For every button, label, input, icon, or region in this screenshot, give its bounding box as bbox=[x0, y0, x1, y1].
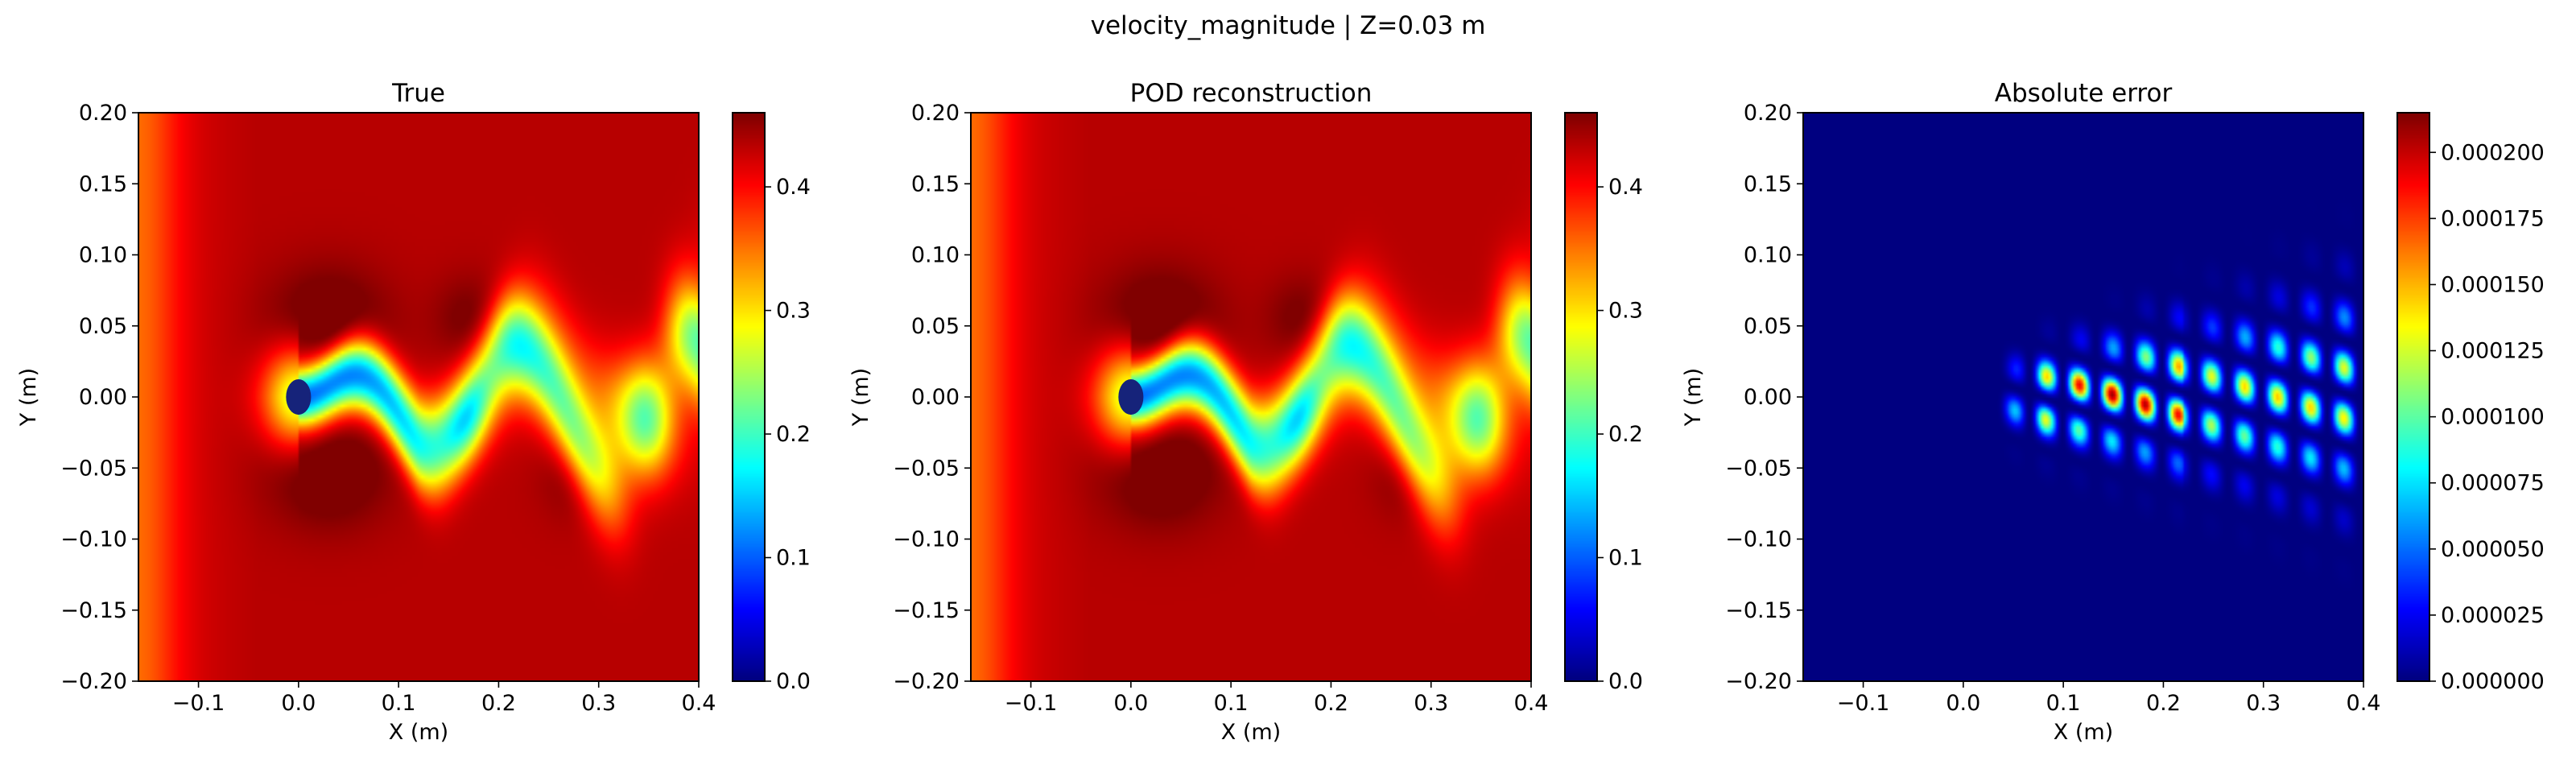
x-tick-label: −0.1 bbox=[1005, 691, 1058, 716]
heatmap-image bbox=[971, 113, 1531, 681]
y-tick-label: 0.05 bbox=[1744, 314, 1792, 339]
colorbar-tick-label: 0.4 bbox=[776, 175, 811, 200]
colorbar-gradient bbox=[733, 113, 765, 681]
y-axis-label: Y (m) bbox=[848, 368, 873, 427]
y-tick-label: −0.10 bbox=[1725, 527, 1792, 552]
colorbar: 0.0 0.1 0.2 0.3 0.4 bbox=[732, 112, 811, 694]
colorbar: 0.000000 0.000025 0.000050 0.000075 0.000100… bbox=[2396, 112, 2545, 694]
panel-1: True −0.1 0.0 0.1 0.2 0.3 0.4 −0.20 −0.15 −0.10 −0… bbox=[16, 79, 811, 745]
x-axis-label: X (m) bbox=[389, 720, 448, 745]
colorbar-gradient bbox=[1565, 113, 1597, 681]
x-tick-label: 0.1 bbox=[382, 691, 416, 716]
y-tick-label: 0.00 bbox=[1744, 385, 1792, 410]
figure-suptitle: velocity_magnitude | Z=0.03 m bbox=[1091, 11, 1486, 40]
y-axis-label: Y (m) bbox=[1681, 368, 1706, 427]
x-tick-label: 0.1 bbox=[2046, 691, 2081, 716]
y-tick-label: 0.00 bbox=[79, 385, 127, 410]
colorbar: 0.0 0.1 0.2 0.3 0.4 bbox=[1564, 112, 1643, 694]
y-tick-label: −0.10 bbox=[60, 527, 127, 552]
x-tick-label: 0.4 bbox=[2347, 691, 2381, 716]
colorbar-tick-label: 0.000000 bbox=[2441, 669, 2545, 694]
y-tick-label: −0.10 bbox=[893, 527, 960, 552]
panel-3: Absolute error −0.1 0.0 0.1 0.2 0.3 0.4 −0.20 −0… bbox=[1681, 79, 2545, 745]
y-tick-label: −0.05 bbox=[1725, 456, 1792, 481]
colorbar-tick-label: 0.3 bbox=[776, 299, 811, 324]
colorbar-tick-label: 0.000125 bbox=[2441, 339, 2545, 364]
y-tick-label: 0.15 bbox=[79, 172, 127, 196]
y-tick-label: 0.10 bbox=[79, 243, 127, 268]
x-tick-label: 0.3 bbox=[581, 691, 616, 716]
panel-title: True bbox=[391, 79, 445, 108]
y-tick-label: 0.20 bbox=[79, 101, 127, 126]
x-axis-label: X (m) bbox=[2054, 720, 2113, 745]
x-tick-label: 0.2 bbox=[2146, 691, 2181, 716]
y-tick-label: −0.15 bbox=[60, 598, 127, 623]
x-tick-label: 0.4 bbox=[1514, 691, 1549, 716]
colorbar-tick-label: 0.2 bbox=[1608, 422, 1643, 447]
panel-2: POD reconstruction −0.1 0.0 0.1 0.2 0.3 0.4 −0.… bbox=[848, 79, 1643, 745]
x-tick-label: 0.3 bbox=[1414, 691, 1448, 716]
cylinder-marker bbox=[1118, 378, 1144, 415]
y-tick-label: 0.20 bbox=[1744, 101, 1792, 126]
y-tick-label: −0.05 bbox=[60, 456, 127, 481]
colorbar-tick-label: 0.4 bbox=[1608, 175, 1643, 200]
colorbar-tick-label: 0.000150 bbox=[2441, 272, 2545, 297]
x-axis-label: X (m) bbox=[1221, 720, 1281, 745]
x-tick-label: 0.2 bbox=[481, 691, 516, 716]
cylinder-marker bbox=[286, 378, 312, 415]
colorbar-tick-label: 0.000200 bbox=[2441, 140, 2545, 165]
x-tick-label: 0.3 bbox=[2246, 691, 2281, 716]
y-tick-label: 0.15 bbox=[1744, 172, 1792, 196]
colorbar-frame bbox=[732, 112, 766, 682]
y-tick-label: 0.10 bbox=[1744, 243, 1792, 268]
x-tick-label: −0.1 bbox=[172, 691, 225, 716]
y-tick-label: −0.05 bbox=[893, 456, 960, 481]
colorbar-tick-label: 0.3 bbox=[1608, 299, 1643, 324]
x-tick-label: 0.2 bbox=[1314, 691, 1348, 716]
colorbar-frame bbox=[1564, 112, 1598, 682]
y-axis-label: Y (m) bbox=[16, 368, 41, 427]
colorbar-tick-label: 0.2 bbox=[776, 422, 811, 447]
y-tick-label: 0.20 bbox=[911, 101, 960, 126]
y-tick-label: 0.05 bbox=[911, 314, 960, 339]
y-tick-label: −0.20 bbox=[60, 669, 127, 694]
panel-title: Absolute error bbox=[1995, 79, 2173, 108]
colorbar-tick-label: 0.000175 bbox=[2441, 206, 2545, 231]
y-tick-label: 0.05 bbox=[79, 314, 127, 339]
y-tick-label: −0.15 bbox=[1725, 598, 1792, 623]
heatmap-image bbox=[138, 113, 699, 681]
x-tick-label: 0.0 bbox=[1946, 691, 1980, 716]
colorbar-tick-label: 0.000075 bbox=[2441, 471, 2545, 496]
colorbar-tick-label: 0.1 bbox=[776, 546, 811, 571]
heatmap-image bbox=[1803, 113, 2363, 681]
y-tick-label: 0.15 bbox=[911, 172, 960, 196]
colorbar-tick-label: 0.0 bbox=[1608, 669, 1643, 694]
x-tick-label: 0.0 bbox=[281, 691, 316, 716]
x-tick-label: 0.4 bbox=[682, 691, 716, 716]
y-tick-label: −0.15 bbox=[893, 598, 960, 623]
y-tick-label: 0.10 bbox=[911, 243, 960, 268]
y-tick-label: −0.20 bbox=[893, 669, 960, 694]
y-tick-label: 0.00 bbox=[911, 385, 960, 410]
colorbar-gradient bbox=[2397, 113, 2429, 681]
x-tick-label: 0.1 bbox=[1214, 691, 1249, 716]
colorbar-frame bbox=[2396, 112, 2430, 682]
colorbar-tick-label: 0.0 bbox=[776, 669, 811, 694]
colorbar-tick-label: 0.1 bbox=[1608, 546, 1643, 571]
x-tick-label: 0.0 bbox=[1113, 691, 1148, 716]
x-tick-label: −0.1 bbox=[1837, 691, 1890, 716]
colorbar-tick-label: 0.000100 bbox=[2441, 405, 2545, 430]
colorbar-tick-label: 0.000025 bbox=[2441, 603, 2545, 628]
y-tick-label: −0.20 bbox=[1725, 669, 1792, 694]
colorbar-tick-label: 0.000050 bbox=[2441, 537, 2545, 562]
panel-title: POD reconstruction bbox=[1130, 79, 1373, 108]
